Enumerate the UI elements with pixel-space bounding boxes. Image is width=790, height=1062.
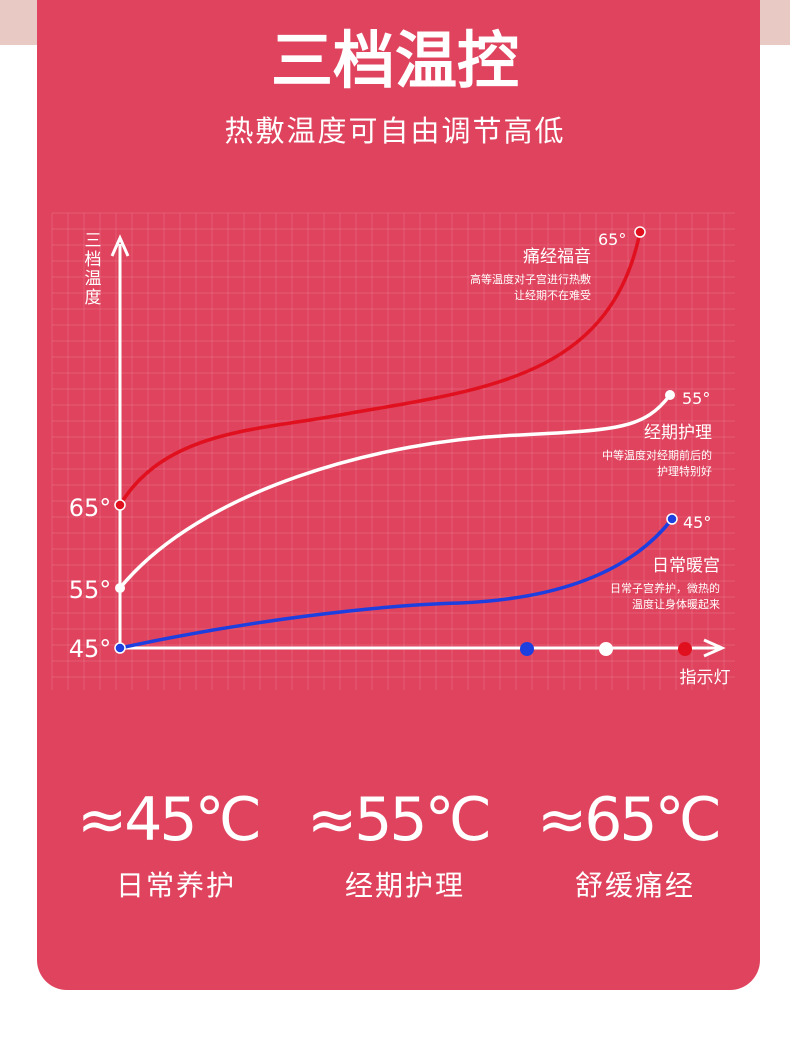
curve-high (118, 231, 642, 506)
level-temp: 45° (683, 513, 711, 532)
mode-temp: ≈45℃ (77, 785, 259, 855)
point (666, 513, 678, 525)
mode-label: 经期护理 (345, 869, 465, 902)
level-desc: 高等温度对子宫进行热敷 (470, 272, 591, 286)
mode-label: 舒缓痛经 (575, 869, 695, 902)
mode-temp: ≈65℃ (537, 785, 719, 855)
x-arrow (703, 638, 726, 658)
curve-mid (118, 393, 672, 590)
level-name: 经期护理 (644, 423, 712, 443)
level-desc: 中等温度对经期前后的 (602, 448, 712, 462)
level-temp: 65° (598, 230, 626, 249)
indicator (520, 642, 534, 656)
level-name: 痛经福音 (523, 247, 591, 267)
curve-low (119, 517, 674, 650)
point (115, 583, 125, 593)
x-axis-label: 指示灯 (680, 668, 731, 688)
y-arrow (110, 234, 130, 257)
level-temp: 55° (682, 389, 710, 408)
point (634, 226, 646, 238)
point (665, 390, 675, 400)
point (114, 499, 126, 511)
indicator (678, 642, 692, 656)
y-axis-label: 三档温度 (85, 231, 102, 308)
point (114, 642, 126, 654)
level-name: 日常暖宫 (652, 556, 720, 576)
grid (51, 212, 735, 690)
level-desc: 护理特别好 (657, 464, 712, 478)
mode-label: 日常养护 (116, 869, 236, 902)
mode-temp: ≈55℃ (307, 785, 489, 855)
indicator (599, 642, 613, 656)
subtitle: 热敷温度可自由调节高低 (224, 114, 565, 148)
y-label: 45° (69, 635, 112, 663)
y-label: 55° (69, 576, 112, 604)
level-desc: 让经期不在难受 (514, 289, 591, 302)
level-desc: 温度让身体暖起来 (632, 597, 720, 611)
title: 三档温控 (271, 24, 519, 97)
y-label: 65° (69, 494, 112, 522)
background-corner (0, 0, 40, 45)
level-desc: 日常子宫养护，微热的 (610, 581, 720, 595)
card (37, 0, 760, 990)
